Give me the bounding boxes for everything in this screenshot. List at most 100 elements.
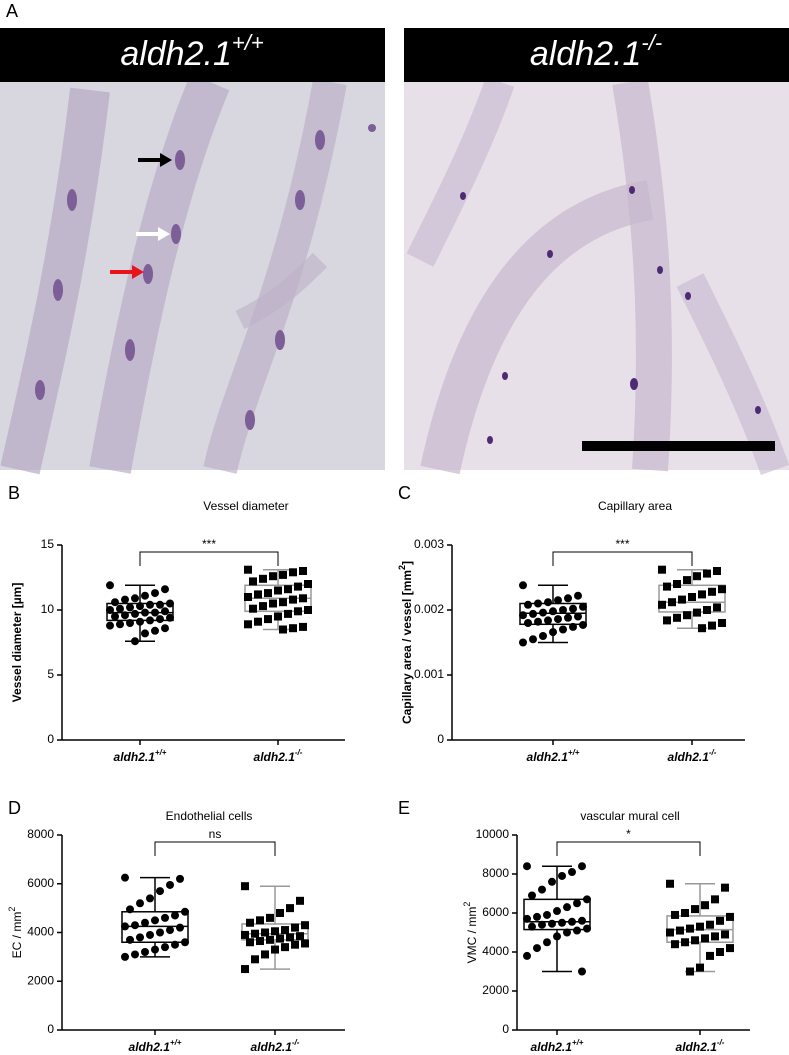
category-name: aldh2.1 <box>668 750 710 764</box>
data-point <box>304 580 312 588</box>
data-point <box>289 624 297 633</box>
data-point <box>534 617 542 626</box>
data-point <box>176 874 184 883</box>
data-point <box>266 913 274 922</box>
data-point <box>558 871 566 880</box>
micrograph-right <box>404 28 789 476</box>
data-point <box>126 619 134 627</box>
y-tick-label: 4000 <box>27 925 54 939</box>
data-point <box>529 609 537 618</box>
category-name: aldh2.1 <box>676 1040 718 1054</box>
category-name: aldh2.1 <box>129 1040 171 1054</box>
data-point <box>558 918 566 927</box>
data-point <box>718 585 726 594</box>
data-point <box>161 624 169 633</box>
data-point <box>579 602 587 611</box>
y-tick-label: 10000 <box>476 827 510 841</box>
data-point <box>574 612 582 621</box>
data-point <box>564 594 572 603</box>
data-point <box>698 624 706 633</box>
data-point <box>519 611 527 620</box>
data-point <box>121 611 129 620</box>
data-point <box>261 950 269 959</box>
data-point <box>663 582 671 591</box>
data-point <box>711 932 719 941</box>
data-point <box>683 576 691 585</box>
category-sup: -/- <box>295 748 303 757</box>
data-point <box>554 596 562 605</box>
data-point <box>151 608 159 617</box>
data-point <box>249 604 257 613</box>
significance-bracket <box>552 551 693 566</box>
data-point <box>161 943 169 952</box>
data-point <box>716 948 724 956</box>
category-sup: +/+ <box>568 748 580 757</box>
data-point <box>528 891 536 900</box>
data-point <box>166 880 174 889</box>
category-sup: -/- <box>709 748 717 757</box>
data-point <box>126 603 134 612</box>
data-point <box>294 582 302 591</box>
data-point <box>666 928 674 937</box>
data-point <box>579 620 587 629</box>
significance-label: *** <box>202 537 216 551</box>
data-point <box>176 923 184 932</box>
panel-label: A <box>6 1 18 21</box>
genotype-header: aldh2.1+/+ <box>120 30 264 73</box>
data-point <box>691 936 699 945</box>
data-point <box>693 608 701 617</box>
data-point <box>713 603 721 612</box>
data-point <box>281 926 289 935</box>
category-name: aldh2.1 <box>527 750 569 764</box>
data-point <box>726 944 734 953</box>
data-point <box>538 920 546 929</box>
y-axis-label: Capillary area / vessel [mm2] <box>397 561 414 724</box>
data-point <box>676 926 684 935</box>
significance-bracket <box>556 841 701 856</box>
data-point <box>539 608 547 617</box>
data-point <box>274 586 282 595</box>
panel-label: D <box>8 798 21 818</box>
data-point <box>568 917 576 926</box>
data-point <box>151 916 159 925</box>
data-point <box>156 887 164 896</box>
data-point <box>121 922 129 931</box>
data-point <box>141 918 149 927</box>
category-sup: -/- <box>717 1038 725 1047</box>
data-point <box>519 581 527 590</box>
data-point <box>116 620 124 629</box>
data-point <box>544 598 552 607</box>
panel-label: E <box>398 798 410 818</box>
y-axis-label: VMC / mm2 <box>462 902 479 964</box>
data-point <box>136 617 144 626</box>
data-point <box>701 901 709 910</box>
data-point <box>261 928 269 937</box>
data-point <box>279 598 287 607</box>
y-axis-label-sup: 2 <box>397 565 407 570</box>
x-tick-label: aldh2.1+/+ <box>129 1038 182 1054</box>
data-point <box>673 580 681 588</box>
data-point <box>181 907 189 916</box>
data-point <box>289 595 297 604</box>
data-point <box>254 617 262 626</box>
data-point <box>151 626 159 635</box>
data-point <box>726 912 734 921</box>
data-point <box>668 598 676 607</box>
data-point <box>294 607 302 616</box>
data-point <box>539 632 547 640</box>
y-tick-label: 0.001 <box>414 667 444 681</box>
y-axis-label-sup: 2 <box>7 907 17 912</box>
data-point <box>301 921 309 930</box>
data-point <box>266 935 274 944</box>
data-point <box>686 924 694 933</box>
data-point <box>269 572 277 581</box>
y-axis-label-sup: 2 <box>462 902 472 907</box>
data-point <box>678 595 686 604</box>
y-axis-label: Vessel diameter [µm] <box>10 583 24 703</box>
x-tick-label: aldh2.1-/- <box>251 1038 300 1054</box>
data-point <box>136 933 144 942</box>
data-point <box>251 929 259 938</box>
data-point <box>274 612 282 621</box>
data-point <box>681 909 689 917</box>
data-point <box>284 585 292 594</box>
